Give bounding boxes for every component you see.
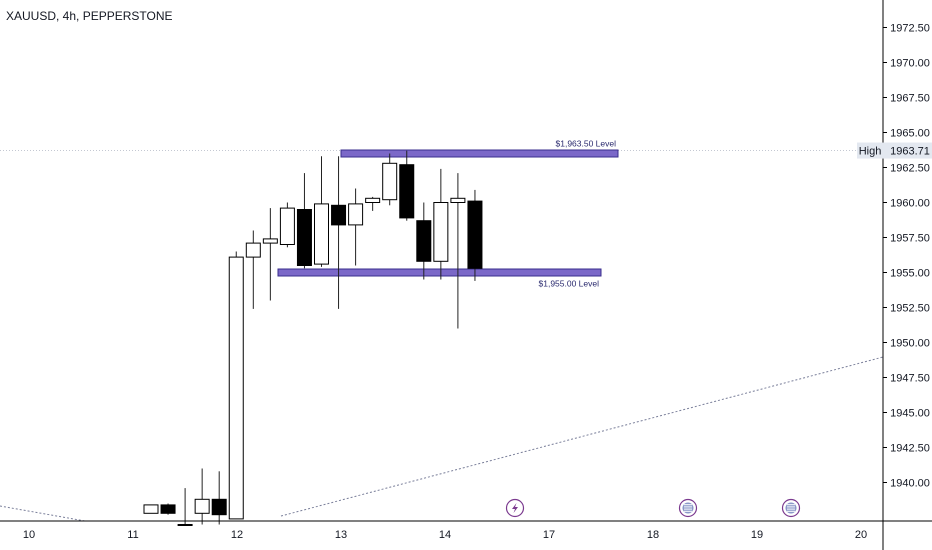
y-tick-label-4: 1962.50: [890, 163, 930, 175]
event-layer[interactable]: [505, 498, 801, 518]
lightning-event-icon-0[interactable]: [505, 498, 525, 518]
y-tick-label-9: 1950.00: [890, 338, 930, 350]
y-tick-label-2: 1967.50: [890, 93, 930, 105]
economic-event-icon-2[interactable]: [781, 498, 801, 518]
trend-layer: [0, 356, 884, 522]
candle-body-14: [382, 162, 398, 201]
y-tick-label-12: 1942.50: [890, 443, 930, 455]
economic-event-icon-1[interactable]: [678, 498, 698, 518]
y-tick-label-0: 1972.50: [890, 23, 930, 35]
candle-body-18: [450, 197, 466, 204]
y-tick-label-10: 1947.50: [890, 373, 930, 385]
x-tick-label-3: 13: [335, 529, 347, 541]
x-tick-label-2: 12: [231, 529, 243, 541]
candle-body-15: [399, 164, 415, 219]
y-tick-label-11: 1945.00: [890, 408, 930, 420]
candle-body-17: [433, 202, 449, 262]
high-value-label: 1963.71: [890, 146, 930, 158]
level-label-0: $1,963.50 Level: [556, 139, 617, 149]
high-value-bg: [884, 142, 932, 159]
x-tick-label-4: 14: [439, 529, 451, 541]
candle-body-13: [365, 197, 381, 204]
x-tick-label-0: 10: [23, 529, 35, 541]
candle-body-12: [348, 203, 364, 226]
candle-body-7: [262, 238, 278, 244]
x-tick-label-7: 19: [751, 529, 763, 541]
trend-line-left: [0, 505, 86, 522]
candle-body-6: [245, 242, 261, 258]
level-band-0[interactable]: [340, 149, 619, 158]
y-tick-label-1: 1970.00: [890, 58, 930, 70]
y-tick-label-6: 1957.50: [890, 233, 930, 245]
chart-title: XAUUSD, 4h, PEPPERSTONE: [6, 9, 173, 23]
candle-body-2: [177, 524, 193, 526]
x-tick-label-1: 11: [127, 529, 138, 541]
y-tick-label-13: 1940.00: [890, 478, 930, 490]
candle-body-3: [194, 498, 210, 514]
level-layer[interactable]: $1,963.50 Level $1,955.00 Level: [277, 139, 619, 289]
y-tick-label-8: 1952.50: [890, 303, 930, 315]
candle-body-1: [160, 504, 176, 514]
high-badge-bg: [857, 142, 884, 159]
candle-body-10: [314, 203, 329, 265]
y-tick-label-7: 1955.00: [890, 268, 930, 280]
trend-line-rising: [280, 356, 884, 517]
candle-layer: [143, 150, 483, 526]
candle-body-0: [143, 504, 159, 514]
x-tick-label-8: 20: [855, 529, 867, 541]
high-badge-label: High: [859, 146, 882, 158]
candle-body-5: [228, 256, 244, 520]
y-tick-label-5: 1960.00: [890, 198, 930, 210]
x-tick-label-5: 17: [543, 529, 555, 541]
level-band-1[interactable]: [277, 268, 602, 277]
candle-body-4: [211, 498, 227, 516]
candle-body-8: [279, 207, 295, 246]
y-tick-label-3: 1965.00: [890, 128, 930, 140]
x-tick-label-6: 18: [647, 529, 659, 541]
candle-body-9: [296, 209, 312, 266]
candle-body-19: [467, 200, 483, 269]
candle-body-11: [331, 204, 347, 226]
candle-body-16: [416, 220, 432, 262]
level-label-1: $1,955.00 Level: [539, 279, 600, 289]
